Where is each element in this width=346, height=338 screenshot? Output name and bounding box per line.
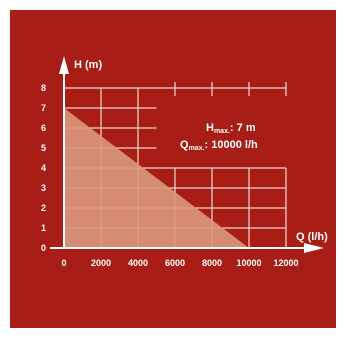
x-axis-label: Q (l/h) <box>296 231 328 243</box>
qmax-annotation: Qmax.: 10000 l/h <box>180 139 258 152</box>
x-tick-label: 6000 <box>165 258 185 268</box>
x-axis-arrow <box>304 243 324 253</box>
qmax-label: Qmax.: 10000 l/h <box>180 139 258 152</box>
y-tick-label: 6 <box>41 123 46 133</box>
y-axis-label: H (m) <box>74 59 102 71</box>
x-tick-label: 4000 <box>128 258 148 268</box>
x-tick-label: 2000 <box>91 258 111 268</box>
y-tick-label: 1 <box>41 223 46 233</box>
hmax-label: Hmax.: 7 m <box>206 122 256 135</box>
x-tick-label: 0 <box>61 258 66 268</box>
y-tick-label: 0 <box>41 243 46 253</box>
y-tick-label: 2 <box>41 203 46 213</box>
y-tick-label: 7 <box>41 103 46 113</box>
tick-labels: 0 1 2 3 4 5 6 7 8 0 2000 4000 6000 8000 10000 12000 <box>41 83 299 268</box>
performance-chart: 0 1 2 3 4 5 6 7 8 0 2000 4000 6000 8000 10000 12000 H (… <box>41 56 328 268</box>
y-axis-arrow <box>59 56 69 74</box>
x-tick-label: 8000 <box>202 258 222 268</box>
chart-card: 0 1 2 3 4 5 6 7 8 0 2000 4000 6000 8000 10000 12000 H (… <box>10 10 336 328</box>
hmax-annotation: Hmax.: 7 m <box>206 122 256 135</box>
y-tick-label: 3 <box>41 183 46 193</box>
area-fill <box>64 108 249 248</box>
x-tick-label: 10000 <box>236 258 261 268</box>
x-tick-label: 12000 <box>273 258 298 268</box>
y-tick-label: 5 <box>41 143 46 153</box>
axes <box>50 56 324 253</box>
y-tick-label: 8 <box>41 83 46 93</box>
series-area <box>64 108 249 248</box>
y-tick-label: 4 <box>41 163 46 173</box>
